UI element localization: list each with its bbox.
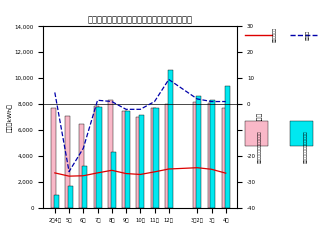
Text: 電力需要実績: 電力需要実績 (273, 27, 277, 42)
Bar (139, 114, 144, 208)
Bar (54, 195, 59, 208)
Text: 発電実績: 発電実績 (306, 30, 310, 40)
Bar (168, 71, 173, 208)
Y-axis label: （％）: （％） (257, 111, 263, 123)
Text: 前年同月比（発電）（暫定）: 前年同月比（発電）（暫定） (303, 130, 307, 163)
Bar (136, 117, 141, 208)
Bar (97, 107, 102, 208)
Bar (51, 108, 56, 208)
Text: 前年同月比（需要）（暫定）: 前年同月比（需要）（暫定） (258, 130, 262, 163)
Bar (210, 100, 215, 208)
Bar (108, 100, 113, 208)
Bar (224, 86, 230, 208)
Bar (207, 103, 213, 208)
Bar (82, 166, 87, 208)
Bar (79, 124, 85, 208)
Bar (151, 108, 156, 208)
Bar (68, 186, 73, 208)
Bar (165, 104, 170, 208)
Title: 電力需要実績・発電実績及び前年同月比の推移: 電力需要実績・発電実績及び前年同月比の推移 (88, 15, 193, 24)
Bar (65, 116, 70, 208)
Bar (125, 111, 130, 208)
Bar (153, 108, 159, 208)
Bar (196, 96, 201, 208)
Bar (193, 102, 198, 208)
Bar (111, 152, 116, 208)
Bar (94, 106, 99, 208)
Bar (290, 121, 313, 146)
Y-axis label: （百万kWh）: （百万kWh） (7, 103, 13, 131)
Bar (245, 121, 268, 146)
Bar (122, 111, 127, 208)
Bar (222, 108, 227, 208)
